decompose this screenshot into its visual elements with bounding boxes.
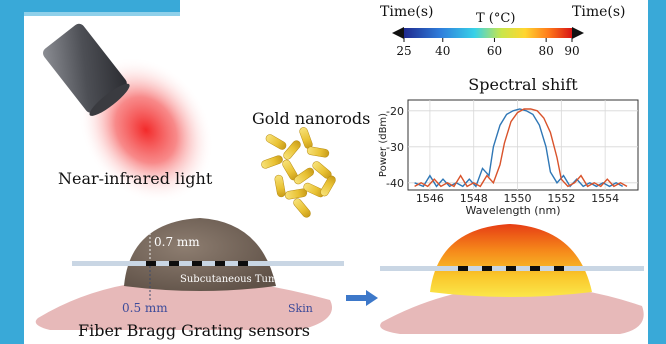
- frame-right: [648, 0, 666, 344]
- gold-nanorod: [265, 134, 287, 150]
- colorbar-tick-label: 80: [539, 44, 554, 58]
- temperature-label: T (°C): [476, 11, 515, 26]
- gold-nanorod: [283, 140, 301, 160]
- chart-plot-area: [407, 99, 639, 191]
- fbg-sensors-label: Fiber Bragg Grating sensors: [78, 321, 310, 340]
- frame-left: [0, 0, 24, 344]
- colorbar-tick-label: 90: [564, 44, 579, 58]
- colorbar-tick-label: 40: [435, 44, 450, 58]
- tumor-label: Subcutaneous Tumor: [180, 274, 288, 285]
- gold-nanorods-label: Gold nanorods: [252, 109, 370, 128]
- optical-fiber-left: [72, 261, 344, 266]
- nir-light-label: Near-infrared light: [58, 169, 213, 188]
- chart-ytick-label: -20: [386, 105, 404, 118]
- laser-head: [43, 23, 130, 116]
- fbg-grating: [506, 266, 516, 271]
- fbg-grating: [554, 266, 564, 271]
- chart-xtick-label: 1546: [416, 192, 444, 205]
- fbg-grating: [169, 261, 179, 266]
- colorbar-right-arrow: [572, 27, 584, 39]
- fbg-gratings-left: [146, 261, 248, 266]
- colorbar-tick-label: 25: [396, 44, 411, 58]
- spectral-shift-chart: Spectral shift 1546 1548 1550 1552 1554 -20 -30…: [378, 75, 639, 217]
- transition-arrow: [346, 290, 378, 306]
- chart-xlabel: Wavelength (nm): [465, 204, 560, 217]
- chart-xtick-label: 1550: [504, 192, 532, 205]
- time-left-label: Time(s): [380, 4, 433, 20]
- heated-tumor: [430, 224, 592, 297]
- subcutaneous-tumor: [124, 218, 276, 291]
- fbg-grating: [238, 261, 248, 266]
- chart-ytick-label: -40: [386, 177, 404, 190]
- chart-xtick-label: 1548: [460, 192, 488, 205]
- gold-nanorod: [261, 155, 283, 169]
- colorbar-ticks: 25 40 60 80 90: [396, 38, 580, 58]
- chart-xtick-label: 1554: [591, 192, 619, 205]
- gold-nanorod: [274, 174, 286, 198]
- gold-nanorods: [261, 127, 336, 218]
- fbg-grating: [192, 261, 202, 266]
- time-right-label: Time(s): [572, 4, 625, 20]
- gold-nanorod: [320, 175, 336, 197]
- chart-ytick-label: -30: [386, 141, 404, 154]
- dimension-top-label: 0.7 mm: [154, 235, 200, 249]
- temperature-colorbar: [404, 28, 572, 38]
- chart-title: Spectral shift: [468, 75, 578, 94]
- colorbar-tick-label: 60: [487, 44, 502, 58]
- chart-ylabel: Power (dBm): [378, 113, 389, 177]
- fbg-grating: [215, 261, 225, 266]
- fbg-grating: [146, 261, 156, 266]
- chart-series-line-2: [414, 108, 628, 188]
- gold-nanorod: [299, 127, 313, 149]
- frame-top: [0, 0, 180, 12]
- gold-nanorod: [293, 198, 311, 218]
- colorbar-left-arrow: [392, 27, 404, 39]
- fbg-gratings-right: [458, 266, 564, 271]
- skin-layer: [35, 278, 332, 330]
- skin-label: Skin: [288, 302, 313, 315]
- skin-layer-heated: [380, 285, 644, 334]
- gold-nanorod: [294, 167, 314, 185]
- gold-nanorod: [306, 146, 330, 158]
- fbg-grating: [458, 266, 468, 271]
- fbg-grating: [530, 266, 540, 271]
- chart-xtick-label: 1552: [547, 192, 575, 205]
- gold-nanorod: [284, 188, 308, 200]
- dimension-bottom-label: 0.5 mm: [122, 301, 168, 315]
- fbg-grating: [482, 266, 492, 271]
